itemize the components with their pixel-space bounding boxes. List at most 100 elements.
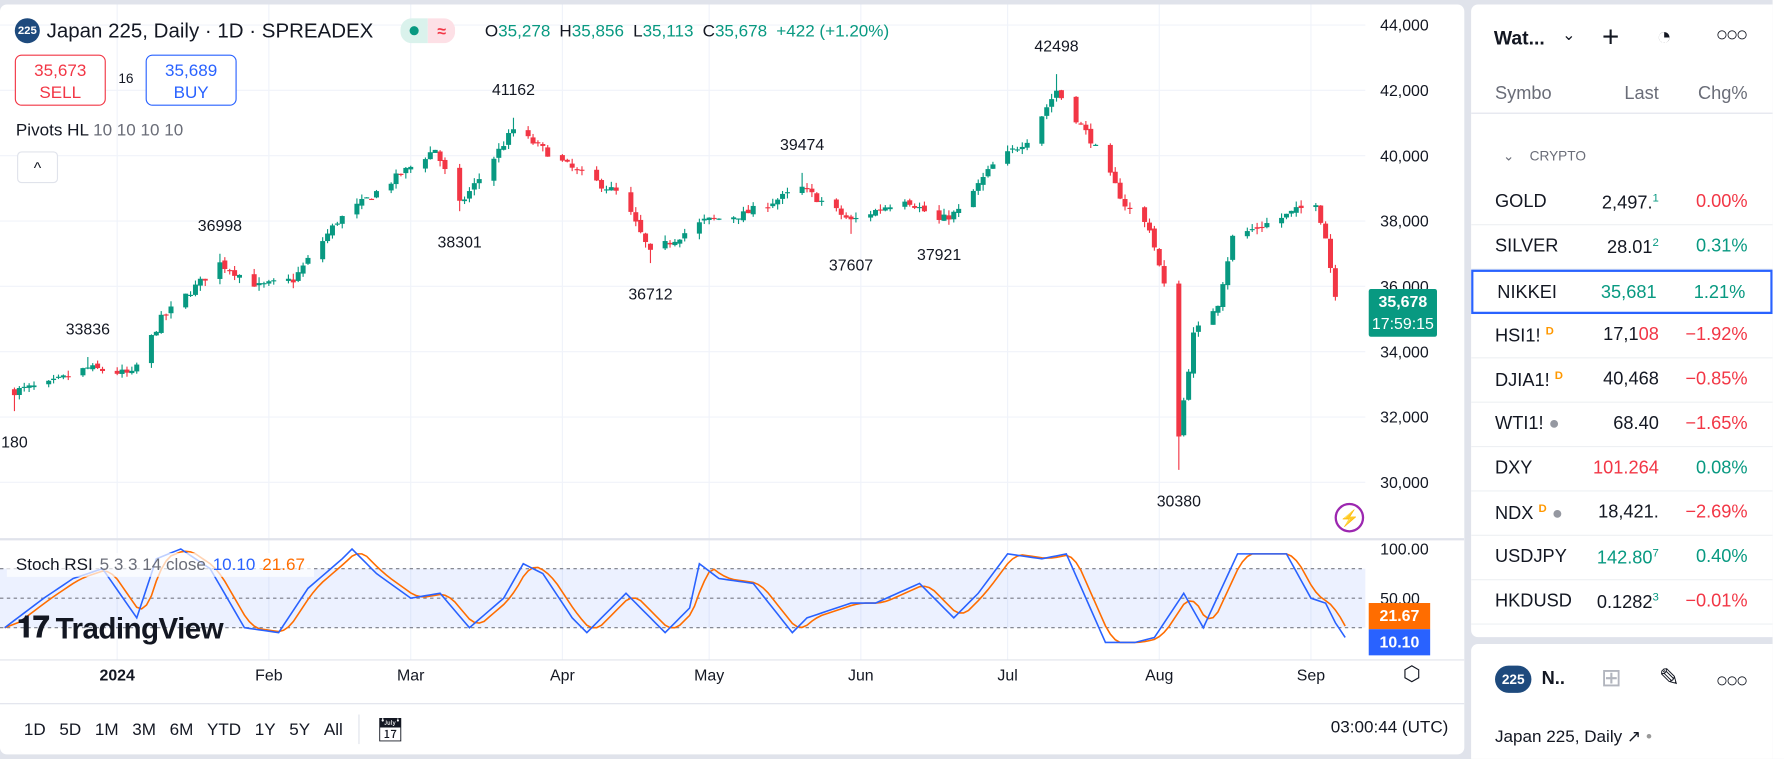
symbol-title[interactable]: Japan 225, Daily · 1D · SPREADEX [46,18,374,42]
add-symbol-icon[interactable]: + [1601,19,1620,54]
delayed-badge: D [1545,325,1554,338]
watchlist-row-wti1[interactable]: WTI1! ● 68.40 −1.65% [1471,403,1773,448]
change-percent: 1.21% [1693,283,1746,303]
range-6m[interactable]: 6M [169,719,194,739]
candle [496,143,502,163]
candle [1117,178,1123,200]
watchlist-row-usdjpy[interactable]: USDJPY 142.807 0.40% [1471,536,1773,581]
symbol-name[interactable]: N.. [1541,669,1565,689]
range-5d[interactable]: 5D [59,719,82,739]
buy-button[interactable]: 35,689 BUY [145,54,237,106]
chart-panel[interactable]: 44,000 42,000 40,000 38,000 36,000 34,000 32,0… [0,4,1465,755]
symbol-logo: 225 [14,18,40,44]
candle [985,165,991,178]
range-5y[interactable]: 5Y [289,719,311,739]
range-1d[interactable]: 1D [23,719,46,739]
go-to-date-calendar-icon[interactable]: 📅︎ [375,717,405,743]
pie-chart-icon[interactable]: ◔ [1656,21,1672,51]
candle [809,183,815,198]
candle [491,156,497,186]
watchlist-row-hsi1[interactable]: HSI1! D 17,108 −1.92% [1471,314,1773,359]
settings-gear-icon[interactable]: ⬡ [1402,662,1421,685]
last-price: 18,421. [1598,502,1659,523]
watchlist-row-djia1[interactable]: DJIA1! D 40,468 −0.85% [1471,358,1773,403]
symbol-subtitle[interactable]: Japan 225, Daily ↗ • [1495,727,1652,747]
candle [1327,234,1333,273]
candle [227,268,233,275]
candle [16,386,22,400]
range-3m[interactable]: 3M [132,719,156,739]
tradingview-logo[interactable]: 𝟏𝟕 TradingView [17,609,224,645]
tradingview-logo-icon: 𝟏𝟕 [17,609,49,644]
candle [525,126,531,139]
section-crypto[interactable]: ⌄ CRYPTO [1502,147,1587,164]
watchlist-row-nikkei[interactable]: NIKKEI 35,681 1.21% [1471,269,1773,315]
market-open-dot-icon [400,18,428,44]
candle [833,198,839,212]
watchlist-row-hkdusd[interactable]: HKDUSD 0.12823 −0.01% [1471,580,1773,625]
stoch-rsi-legend[interactable]: Stoch RSI 5 3 3 14 close 10.10 21.67 [6,552,315,577]
candle [1186,369,1192,401]
chevron-down-icon[interactable]: ⌄ [1562,25,1576,44]
candle [290,273,296,289]
y-tick-label: 40,000 [1380,148,1429,165]
candle [1244,227,1250,239]
price-chart[interactable]: 44,00042,00040,00038,00036,00034,00032,0… [0,4,1465,706]
sell-label: SELL [39,83,82,103]
range-1m[interactable]: 1M [94,719,119,739]
candle [442,157,448,175]
candle [990,161,996,169]
more-options-icon[interactable]: ○○○ [1715,22,1749,46]
pivots-indicator-label[interactable]: Pivots HL 10 10 10 10 [15,120,184,140]
candle [877,204,883,214]
candle [745,205,751,214]
candle [85,357,91,370]
column-last[interactable]: Last [1624,84,1659,104]
candle [1044,104,1050,120]
candle [60,374,66,380]
lightning-icon[interactable]: ⚡ [1334,502,1365,533]
candle [202,278,208,286]
edit-icon[interactable]: ✎ [1658,663,1680,692]
watchlist-row-silver[interactable]: SILVER 28.012 0.31% [1471,225,1773,270]
range-ytd[interactable]: YTD [206,719,242,739]
delayed-badge: D [1554,369,1563,383]
utc-clock[interactable]: 03:00:44 (UTC) [1330,717,1449,738]
candle [775,198,781,210]
range-1y[interactable]: 1Y [254,719,276,739]
column-symbol[interactable]: Symbo [1495,84,1552,104]
candle [51,374,57,384]
buy-label: BUY [173,83,209,103]
range-all[interactable]: All [323,719,343,739]
candle [403,167,409,179]
candle [55,374,61,380]
pivot-label: 37607 [829,257,873,274]
collapse-indicators-button[interactable]: ^ [17,151,59,184]
sell-price: 35,673 [34,61,87,81]
candle [1151,225,1157,251]
watchlist-row-gold[interactable]: GOLD 2,497.1 0.00% [1471,181,1773,226]
bottom-toolbar: 1D 5D 1M 3M 6M YTD 1Y 5Y All 📅︎ 03:00:44 (UTC) [0,703,1465,754]
candle [853,212,859,223]
candle [437,150,443,167]
column-chg[interactable]: Chg% [1698,84,1748,104]
more-options-icon[interactable]: ○○○ [1715,669,1749,692]
candle [667,240,673,248]
candle [765,202,771,212]
watchlist-row-dxy[interactable]: DXY 101.264 0.08% [1471,447,1773,492]
symbol: DJIA1! D [1495,369,1563,391]
market-status[interactable]: ≈ [400,18,456,44]
sell-button[interactable]: 35,673 SELL [14,54,106,106]
layout-grid-icon[interactable]: ⊞ [1600,663,1622,692]
watchlist-row-ndx[interactable]: NDX D ● 18,421. −2.69% [1471,492,1773,536]
ohlc-values: O35,278 H35,856 L35,113 C35,678 +422 (+1… [485,21,889,40]
last-price: 40,468 [1603,369,1659,390]
symbol: DXY [1495,458,1533,478]
watchlist-title[interactable]: Wat... [1493,27,1545,49]
candle [1054,74,1060,102]
candle [936,205,942,224]
change-percent: 0.31% [1695,236,1748,256]
spread-value: 16 [118,70,134,87]
candle [158,311,164,334]
candle [1318,205,1324,225]
